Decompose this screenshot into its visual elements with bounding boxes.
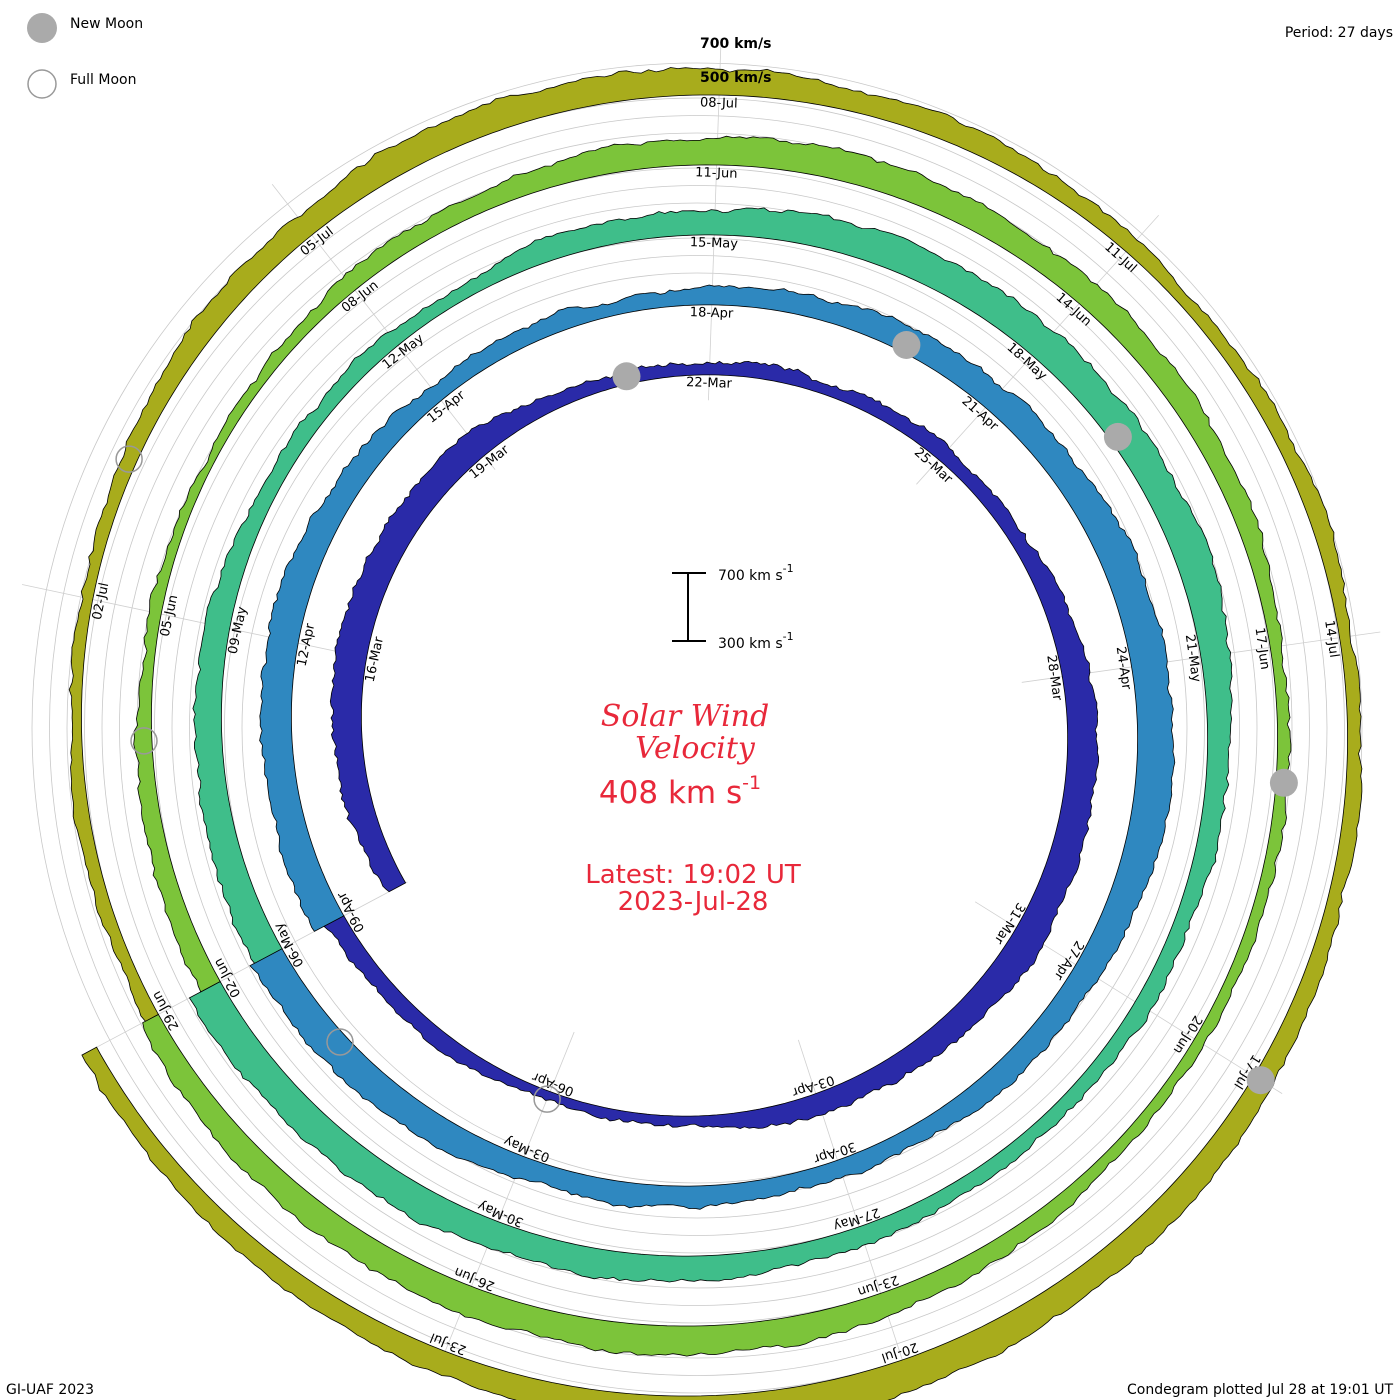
scale-high-label: 700 km s-1	[718, 562, 794, 584]
title-line2: Velocity	[635, 731, 756, 766]
full-moon-legend-icon	[27, 69, 57, 99]
date-label: 15-May	[690, 235, 739, 252]
date-label: 18-Apr	[690, 305, 735, 322]
scale-500-label: 500 km/s	[700, 70, 771, 86]
guide-circle	[31, 62, 1363, 1394]
new-moon-marker	[1269, 768, 1298, 797]
new-moon-marker	[1103, 422, 1132, 451]
date-label: 28-Mar	[1043, 654, 1064, 702]
latest-time: Latest: 19:02 UT	[585, 860, 801, 890]
new-moon-legend-label: New Moon	[70, 16, 143, 32]
new-moon-legend-icon	[27, 13, 57, 43]
new-moon-marker	[1246, 1066, 1275, 1095]
title-line1: Solar Wind	[601, 699, 769, 734]
current-speed: 408 km s-1	[599, 772, 761, 811]
date-label: 08-Jul	[700, 95, 738, 111]
date-label: 14-Jul	[1321, 619, 1341, 658]
footer-plot-time: Condegram plotted Jul 28 at 19:01 UT	[1127, 1382, 1393, 1398]
full-moon-legend-label: Full Moon	[70, 72, 136, 88]
moon-markers	[115, 331, 1298, 1113]
center-scale-bar: 700 km s-1 300 km s-1	[672, 562, 794, 652]
new-moon-marker	[612, 362, 641, 391]
footer-credit: GI-UAF 2023	[6, 1382, 94, 1398]
guide-circle	[101, 132, 1293, 1324]
spiral-band-2023-06-29	[68, 67, 1363, 1400]
velocity-spiral	[68, 67, 1363, 1400]
date-label: 11-Jun	[695, 165, 738, 181]
scale-700-label: 700 km/s	[700, 36, 771, 52]
period-label: Period: 27 days	[1285, 25, 1393, 41]
date-label: 21-May	[1182, 633, 1204, 683]
date-label: 17-Jun	[1251, 627, 1272, 671]
guide-circle	[66, 97, 1328, 1359]
full-moon-marker	[533, 1085, 561, 1113]
new-moon-marker	[892, 331, 921, 359]
full-moon-marker	[115, 445, 143, 473]
date-label: 24-Apr	[1113, 646, 1134, 692]
scale-low-label: 300 km s-1	[718, 630, 794, 652]
full-moon-marker	[130, 727, 158, 755]
date-label: 22-Mar	[686, 375, 733, 392]
day-spoke	[795, 1032, 911, 1385]
center-disc	[369, 400, 1025, 1056]
full-moon-marker	[326, 1028, 354, 1056]
latest-date: 2023-Jul-28	[618, 887, 769, 917]
